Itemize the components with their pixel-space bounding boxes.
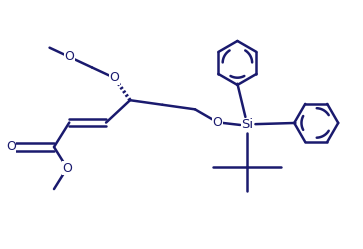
Text: O: O (6, 140, 16, 153)
Text: O: O (65, 51, 74, 63)
Text: O: O (62, 162, 72, 175)
Text: O: O (110, 71, 119, 84)
Text: Si: Si (241, 119, 253, 131)
Text: O: O (213, 116, 223, 129)
